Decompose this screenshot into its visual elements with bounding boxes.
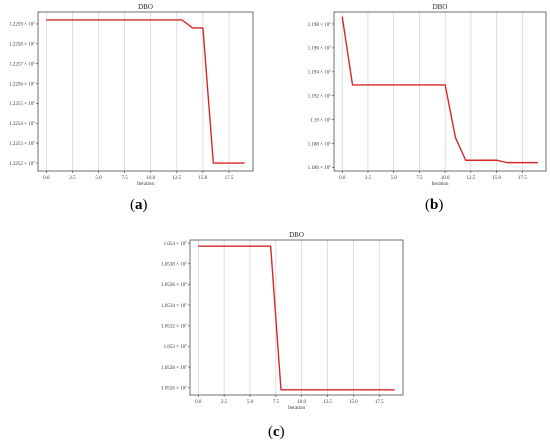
- y-tick-label: 1.2255 × 105: [9, 100, 35, 107]
- y-tick-label: 1.053 × 105: [164, 343, 188, 350]
- panel-label-a: (a): [130, 197, 148, 213]
- x-tick-label: 2.5: [365, 176, 372, 181]
- y-tick-label: 1.2256 × 105: [9, 80, 35, 87]
- x-tick-label: 2.5: [69, 176, 76, 181]
- y-tick-label: 1.0528 × 105: [161, 364, 187, 371]
- x-axis-label: Iteration: [137, 182, 154, 187]
- x-tick-label: 15.0: [492, 176, 501, 181]
- y-tick-label: 1.188 × 105: [308, 140, 332, 147]
- series-line: [46, 19, 245, 164]
- plot-frame: [189, 239, 404, 396]
- panel-label-b: (b): [425, 197, 444, 213]
- y-tick-label: 1.19 × 105: [310, 116, 331, 123]
- x-tick-label: 0.0: [339, 176, 346, 181]
- plot-frame: [37, 11, 254, 172]
- x-tick-label: 5.0: [247, 400, 254, 405]
- chart-title: DBO: [433, 3, 448, 11]
- x-tick-label: 7.5: [416, 176, 423, 181]
- y-tick-label: 1.0538 × 105: [161, 261, 187, 268]
- y-tick-label: 1.0536 × 105: [161, 281, 187, 288]
- chart-title: DBO: [138, 3, 153, 11]
- y-tick-label: 1.186 × 105: [308, 164, 332, 171]
- y-tick-label: 1.0532 × 105: [161, 323, 187, 330]
- plot-frame: [333, 11, 547, 172]
- x-tick-label: 0.0: [43, 176, 50, 181]
- x-tick-label: 5.0: [391, 176, 398, 181]
- chart-c: DBO 0.0 2.5 5.0 7.5 10.0 12.5 15.0 17.5 Iteration…: [161, 231, 404, 411]
- x-axis-label: Iteration: [288, 406, 305, 411]
- y-tick-label: 1.198 × 105: [308, 21, 332, 28]
- x-axis-label: Iteration: [432, 182, 449, 187]
- x-tick-label: 10.0: [297, 400, 306, 405]
- x-tick-label: 10.0: [441, 176, 450, 181]
- x-tick-label: 5.0: [95, 176, 102, 181]
- y-tick-label: 1.054 × 105: [164, 240, 188, 247]
- x-tick-label: 17.5: [375, 400, 384, 405]
- chart-a: DBO 0.0 2.5 5.0 7.5 10.0 12.5 15.0 17.5 Iteration…: [9, 3, 254, 187]
- y-tick-label: 1.2252 × 105: [9, 160, 35, 167]
- y-tick-label: 1.194 × 105: [308, 69, 332, 76]
- x-tick-label: 2.5: [221, 400, 228, 405]
- chart-b: DBO 0.0 2.5 5.0 7.5 10.0 12.5 15.0 17.5 Iteration…: [308, 3, 547, 187]
- x-tick-label: 10.0: [146, 176, 155, 181]
- y-tick-label: 1.0526 × 105: [161, 385, 187, 392]
- x-tick-label: 15.0: [199, 176, 208, 181]
- y-tick-label: 1.196 × 105: [308, 45, 332, 52]
- y-tick-label: 1.2258 × 105: [9, 41, 35, 48]
- x-tick-label: 7.5: [122, 176, 129, 181]
- x-tick-label: 12.5: [466, 176, 475, 181]
- x-tick-label: 12.5: [323, 400, 332, 405]
- y-tick-label: 1.2257 × 105: [9, 60, 35, 67]
- x-tick-label: 17.5: [225, 176, 234, 181]
- x-tick-label: 15.0: [349, 400, 358, 405]
- y-tick-label: 1.0534 × 105: [161, 302, 187, 309]
- x-tick-label: 17.5: [518, 176, 527, 181]
- x-tick-label: 0.0: [195, 400, 202, 405]
- y-tick-label: 1.2253 × 105: [9, 140, 35, 147]
- series-line: [198, 245, 395, 391]
- panel-label-c: (c): [268, 424, 285, 440]
- x-tick-label: 7.5: [273, 400, 280, 405]
- y-tick-label: 1.2259 × 105: [9, 21, 35, 28]
- chart-title: DBO: [289, 231, 304, 239]
- series-line: [341, 16, 538, 164]
- y-tick-label: 1.2254 × 105: [9, 120, 35, 127]
- x-tick-label: 12.5: [172, 176, 181, 181]
- y-tick-label: 1.192 × 105: [308, 92, 332, 99]
